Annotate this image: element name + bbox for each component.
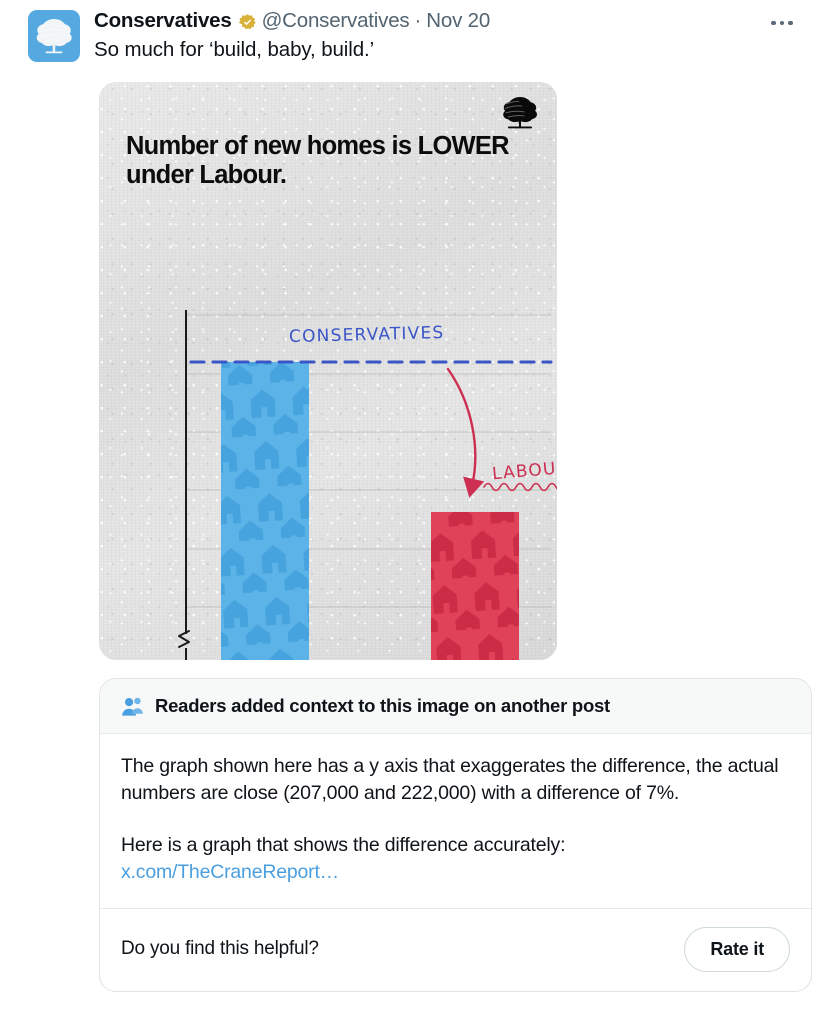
- separator: ·: [414, 9, 422, 33]
- note-paragraph-2-text: Here is a graph that shows the differenc…: [121, 834, 566, 857]
- note-paragraph-1: The graph shown here has a y axis that e…: [121, 755, 779, 804]
- note-source-link[interactable]: x.com/TheCraneReport…: [121, 861, 339, 884]
- helpful-question: Do you find this helpful?: [121, 938, 319, 960]
- post-header-text: Conservatives @Conservatives · Nov 20 So…: [80, 8, 797, 64]
- chart-title: Number of new homes is LOWER under Labou…: [126, 132, 510, 190]
- post-text: So much for ‘build, baby, build.’: [94, 38, 375, 61]
- note-paragraph-2: Here is a graph that shows the differenc…: [121, 832, 790, 885]
- verified-badge-icon: [238, 13, 257, 32]
- post-image-chart[interactable]: Number of new homes is LOWER under Labou…: [99, 82, 557, 660]
- community-note-card: Readers added context to this image on a…: [99, 678, 812, 992]
- community-note-header: Readers added context to this image on a…: [100, 679, 811, 734]
- conservative-tree-logo-icon: [36, 19, 72, 54]
- bar-2024-25: [431, 512, 519, 660]
- more-options-icon[interactable]: [765, 10, 799, 36]
- annotation-conservatives: CONSERVATIVES: [288, 322, 445, 348]
- labour-arrow-icon: [446, 367, 485, 498]
- community-note-title: Readers added context to this image on a…: [155, 695, 610, 716]
- display-name[interactable]: Conservatives: [94, 9, 232, 33]
- author-handle[interactable]: @Conservatives: [261, 9, 410, 33]
- conservative-tree-logo-icon: [497, 94, 543, 136]
- author-row: Conservatives @Conservatives · Nov 20: [94, 8, 797, 34]
- post-header: Conservatives @Conservatives · Nov 20 So…: [0, 0, 817, 64]
- bar-2023-24: [221, 362, 309, 660]
- rate-it-button[interactable]: Rate it: [684, 926, 790, 972]
- community-note-footer: Do you find this helpful? Rate it: [100, 909, 811, 991]
- avatar[interactable]: [28, 10, 80, 62]
- community-note-body: The graph shown here has a y axis that e…: [100, 734, 811, 909]
- community-note-people-icon: [121, 696, 144, 717]
- labour-underline: [483, 482, 557, 492]
- chart-plot: [178, 310, 557, 660]
- post-timestamp[interactable]: Nov 20: [426, 9, 491, 33]
